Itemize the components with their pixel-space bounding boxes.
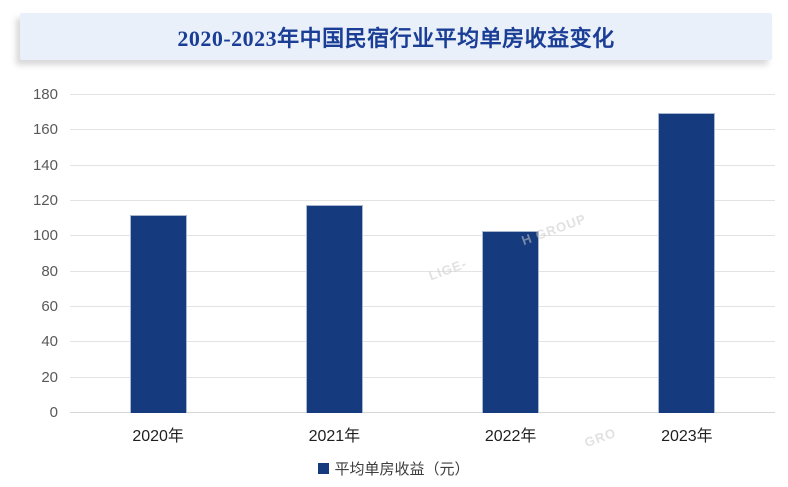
gridline-40 <box>70 341 775 343</box>
title-banner: 2020-2023年中国民宿行业平均单房收益变化 <box>20 13 772 60</box>
legend: 平均单房收益（元） <box>0 458 788 479</box>
y-tick-label-60: 60 <box>41 298 58 316</box>
gridline-140 <box>70 164 775 166</box>
legend-label: 平均单房收益（元） <box>334 461 470 478</box>
gridline-60 <box>70 306 775 307</box>
y-tick-label-180: 180 <box>32 86 58 103</box>
gridline-180 <box>70 94 775 95</box>
gridline-100 <box>70 235 775 237</box>
bar-2022年 <box>482 231 540 413</box>
bar-slot-2023年 <box>599 95 775 413</box>
bar-slot-2022年 <box>423 95 599 413</box>
y-tick-label-20: 20 <box>41 368 58 386</box>
gridline-20 <box>70 376 775 378</box>
plot-area <box>70 94 775 413</box>
gridline-120 <box>70 200 775 201</box>
y-tick-label-0: 0 <box>49 404 58 421</box>
bars-container <box>70 95 775 413</box>
chart-title: 2020-2023年中国民宿行业平均单房收益变化 <box>177 25 615 51</box>
y-tick-label-120: 120 <box>32 192 58 210</box>
bar-2023年 <box>658 112 716 413</box>
legend-swatch-icon <box>318 463 330 474</box>
x-axis-label-2023年: 2023年 <box>661 428 713 445</box>
y-tick-label-140: 140 <box>32 156 58 174</box>
gridline-80 <box>70 270 775 272</box>
bar-2020年 <box>129 215 187 413</box>
x-axis-label-2022年: 2022年 <box>484 428 537 445</box>
bar-slot-2021年 <box>246 95 422 413</box>
x-axis-label-2021年: 2021年 <box>308 428 361 445</box>
x-axis: 2020年 2021年 2022年 2023年 <box>70 422 775 446</box>
bar-2021年 <box>305 204 363 413</box>
y-tick-label-80: 80 <box>41 262 58 280</box>
gridline-160 <box>70 129 775 131</box>
gridline-0 <box>70 412 775 413</box>
y-tick-label-160: 160 <box>32 121 58 139</box>
x-axis-label-2020年: 2020年 <box>132 428 184 445</box>
y-tick-label-40: 40 <box>41 333 58 351</box>
y-axis: 0 20 40 60 80 100 120 140 160 180 <box>0 87 58 421</box>
y-tick-label-100: 100 <box>32 227 58 245</box>
bar-slot-2020年 <box>70 95 246 413</box>
